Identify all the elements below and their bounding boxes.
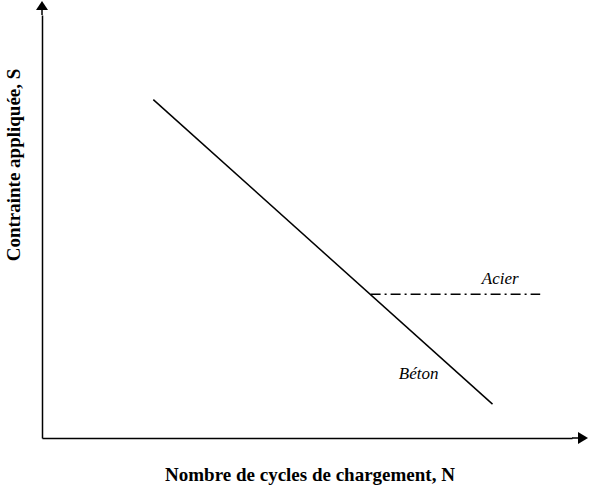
y-axis [42,16,43,439]
axis-extension [41,10,43,15]
series-label: Acier [481,269,519,288]
axis-line [42,16,44,439]
axis-line [43,438,573,440]
plot-area [153,100,540,405]
axis-arrow [578,432,588,444]
series-line [153,100,492,405]
x-axis-title: Nombre de cycles de chargement, N [165,464,455,485]
chart: Béton Acier Nombre de cycles de chargement… [0,0,589,493]
series-label: Béton [399,364,439,383]
axis-extension [572,437,578,439]
axis-arrow [36,1,48,10]
y-axis-title: Contrainte appliquée, S [3,69,24,262]
x-axis [43,438,573,439]
series-line [371,293,541,295]
